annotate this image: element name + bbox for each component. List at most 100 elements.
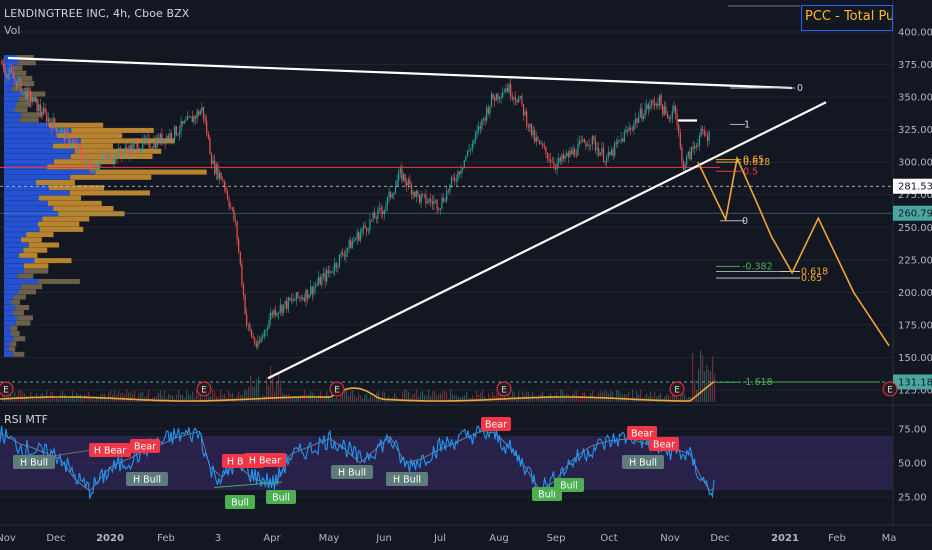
candle-body bbox=[201, 107, 203, 111]
candle-body bbox=[678, 124, 680, 134]
volume-profile-bar bbox=[4, 127, 72, 133]
volume-bar bbox=[362, 398, 364, 402]
candle-body bbox=[250, 329, 253, 337]
volume-bar bbox=[276, 382, 278, 402]
volume-profile-bar bbox=[4, 70, 15, 76]
candle-body bbox=[634, 118, 637, 124]
volume-profile-bar bbox=[15, 320, 31, 326]
volume-bar bbox=[596, 397, 598, 402]
time-axis-tick-label: Nov bbox=[0, 533, 16, 544]
candle-body bbox=[588, 144, 590, 146]
candle-body bbox=[598, 148, 600, 156]
candle-body bbox=[39, 104, 41, 112]
volume-bar bbox=[14, 391, 16, 402]
volume-bar bbox=[178, 389, 180, 402]
fib-level-label: -0.382 bbox=[742, 261, 773, 272]
volume-profile-bar bbox=[71, 127, 154, 133]
candle-body bbox=[599, 152, 601, 156]
projection-path bbox=[697, 155, 890, 347]
volume-bar bbox=[84, 394, 86, 402]
candle-body bbox=[506, 87, 509, 93]
earnings-marker bbox=[669, 381, 685, 397]
candle-body bbox=[468, 150, 470, 151]
candle-body bbox=[119, 147, 121, 153]
candle-body bbox=[692, 146, 694, 149]
volume-profile-bar bbox=[4, 159, 55, 165]
divergence-line bbox=[213, 481, 283, 488]
candle-body bbox=[583, 139, 585, 143]
candle-body bbox=[180, 121, 182, 132]
volume-profile-bar bbox=[14, 70, 27, 76]
candle-body bbox=[311, 286, 313, 295]
volume-bar bbox=[66, 396, 68, 402]
candle-body bbox=[220, 172, 222, 180]
volume-profile-bar bbox=[9, 341, 17, 347]
earnings-marker bbox=[329, 381, 345, 397]
volume-bar bbox=[434, 391, 436, 402]
volume-bar bbox=[290, 398, 292, 402]
candle-body bbox=[225, 186, 227, 191]
volume-bar bbox=[546, 397, 548, 402]
rsi-signal-label: H Bear bbox=[249, 456, 281, 467]
candle-body bbox=[100, 160, 102, 163]
volume-bar bbox=[548, 395, 550, 402]
candle-body bbox=[551, 161, 553, 163]
candle-body bbox=[511, 96, 513, 99]
candle-body bbox=[690, 146, 693, 160]
volume-profile-bar bbox=[4, 331, 12, 337]
candle-body bbox=[610, 149, 613, 156]
fib-level-label: 0 bbox=[742, 216, 748, 227]
candle-body bbox=[215, 164, 217, 174]
time-axis-tick-label: Apr bbox=[263, 533, 281, 544]
volume-profile-bar bbox=[4, 200, 48, 206]
candle-body bbox=[470, 149, 472, 151]
volume-bar bbox=[530, 397, 532, 402]
volume-profile-bar bbox=[4, 138, 81, 144]
volume-profile-bar bbox=[28, 242, 60, 248]
candle-body bbox=[614, 142, 616, 156]
candle-body bbox=[391, 195, 393, 198]
volume-bar bbox=[538, 394, 540, 402]
volume-bar bbox=[114, 390, 116, 402]
candle-body bbox=[1, 60, 3, 64]
rsi-signal-badge bbox=[126, 472, 168, 486]
candle-body bbox=[122, 151, 125, 157]
indicator-box[interactable]: PCC - Total Put bbox=[801, 5, 893, 31]
candle-body bbox=[370, 219, 373, 221]
candle-body bbox=[63, 128, 65, 140]
volume-bar bbox=[336, 394, 338, 402]
candle-body bbox=[193, 115, 195, 123]
candle-body bbox=[238, 238, 240, 252]
candle-body bbox=[550, 159, 552, 163]
candle-body bbox=[372, 212, 374, 220]
candle-body bbox=[170, 133, 173, 140]
time-axis-tick-label: Feb bbox=[828, 533, 846, 544]
candle-body bbox=[622, 138, 624, 142]
earnings-marker bbox=[882, 381, 898, 397]
candle-body bbox=[364, 225, 366, 228]
candle-body bbox=[129, 144, 131, 156]
candle-body bbox=[674, 105, 677, 114]
volume-profile-bar bbox=[4, 226, 40, 232]
volume-bar bbox=[518, 391, 520, 402]
volume-bar bbox=[450, 389, 452, 402]
volume-bar bbox=[232, 392, 234, 402]
candle-body bbox=[471, 143, 473, 150]
volume-bar bbox=[628, 391, 630, 402]
volume-bar bbox=[462, 396, 464, 402]
candle-body bbox=[497, 93, 499, 99]
volume-bar bbox=[118, 391, 120, 402]
candle-body bbox=[518, 97, 520, 103]
volume-bar bbox=[692, 353, 694, 402]
volume-bar bbox=[64, 394, 66, 402]
candle-body bbox=[44, 108, 46, 113]
candle-body bbox=[247, 324, 249, 326]
candle-body bbox=[15, 80, 17, 88]
volume-bar bbox=[604, 390, 606, 402]
volume-bar bbox=[296, 397, 298, 402]
volume-bar bbox=[508, 389, 510, 402]
candle-body bbox=[36, 98, 38, 112]
candle-body bbox=[134, 142, 136, 144]
volume-bar bbox=[274, 391, 276, 402]
